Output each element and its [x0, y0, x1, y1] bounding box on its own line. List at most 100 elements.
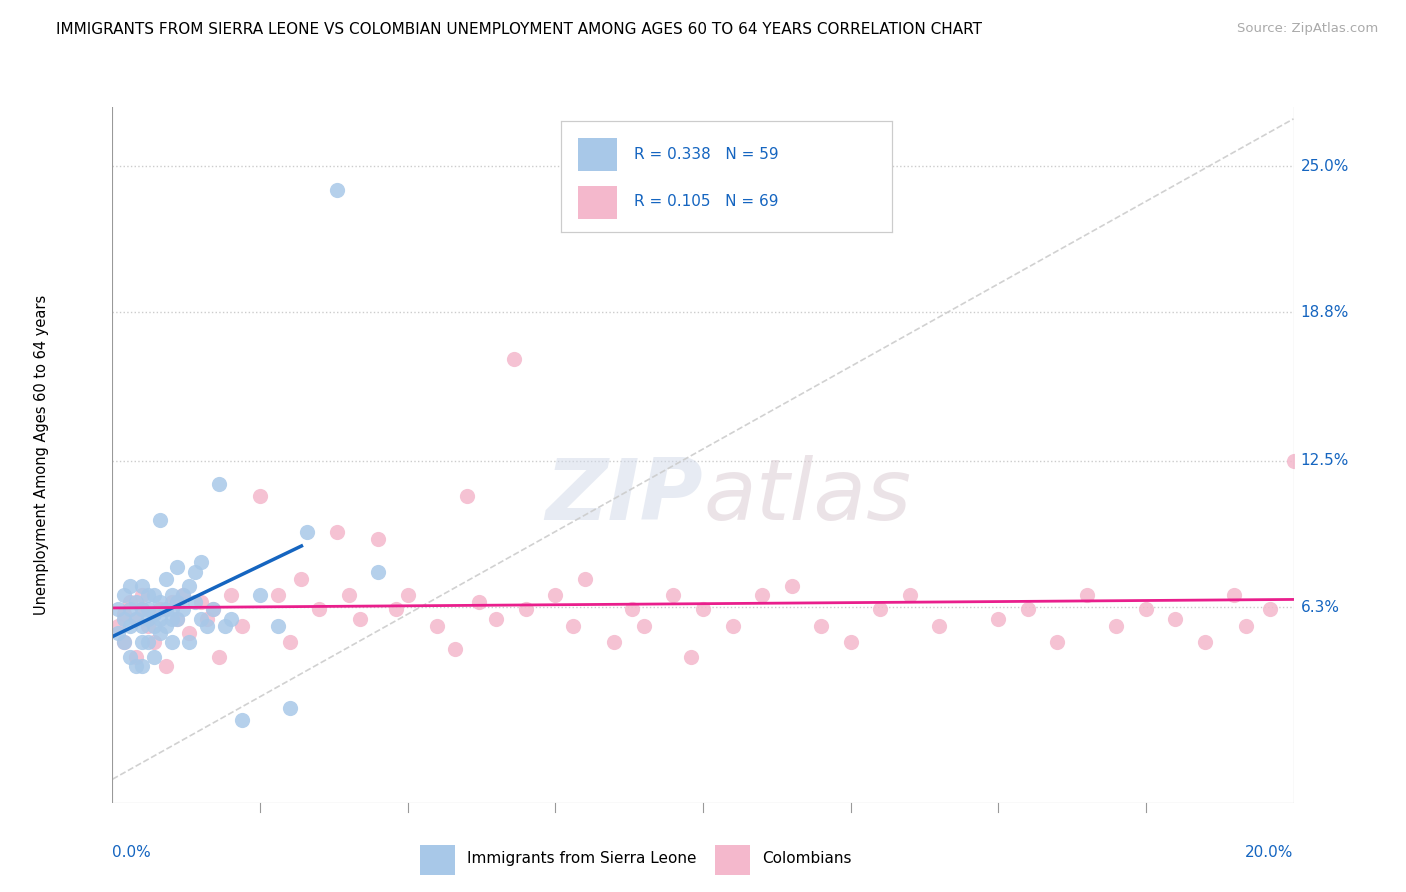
Point	[131, 602, 153, 616]
Point	[326, 524, 349, 539]
Text: 18.8%: 18.8%	[1301, 305, 1348, 319]
Point	[337, 588, 360, 602]
Point	[515, 602, 537, 616]
Point	[125, 595, 148, 609]
Point	[278, 701, 301, 715]
Text: Source: ZipAtlas.com: Source: ZipAtlas.com	[1237, 22, 1378, 36]
Point	[120, 619, 142, 633]
Point	[172, 588, 194, 602]
Point	[179, 635, 201, 649]
Text: Unemployment Among Ages 60 to 64 years: Unemployment Among Ages 60 to 64 years	[34, 294, 49, 615]
Point	[1046, 635, 1069, 649]
Point	[131, 635, 153, 649]
Point	[107, 619, 129, 633]
Point	[987, 612, 1010, 626]
Point	[1076, 588, 1098, 602]
Point	[155, 659, 177, 673]
Point	[456, 489, 478, 503]
Point	[142, 619, 165, 633]
Point	[120, 649, 142, 664]
Point	[142, 649, 165, 664]
Point	[574, 572, 596, 586]
Point	[426, 619, 449, 633]
Point	[367, 565, 389, 579]
Point	[149, 595, 172, 609]
Point	[349, 612, 371, 626]
Point	[131, 602, 153, 616]
Point	[214, 619, 236, 633]
Point	[155, 572, 177, 586]
Point	[1164, 612, 1187, 626]
Point	[172, 602, 194, 616]
Point	[112, 635, 135, 649]
Point	[839, 635, 862, 649]
Point	[160, 588, 183, 602]
Point	[112, 635, 135, 649]
Point	[721, 619, 744, 633]
Point	[326, 183, 349, 197]
Point	[1258, 602, 1281, 616]
Point	[149, 626, 172, 640]
Point	[136, 619, 159, 633]
Point	[544, 588, 567, 602]
Point	[692, 602, 714, 616]
Point	[136, 602, 159, 616]
Point	[160, 635, 183, 649]
Point	[633, 619, 655, 633]
Point	[125, 649, 148, 664]
Point	[184, 595, 207, 609]
Point	[195, 619, 218, 633]
Point	[208, 649, 231, 664]
Point	[278, 635, 301, 649]
Point	[810, 619, 832, 633]
Point	[149, 602, 172, 616]
Point	[149, 612, 172, 626]
Text: atlas: atlas	[703, 455, 911, 538]
Point	[166, 612, 188, 626]
Point	[219, 612, 242, 626]
Point	[136, 635, 159, 649]
Point	[179, 579, 201, 593]
Point	[125, 612, 148, 626]
Point	[142, 588, 165, 602]
Point	[136, 612, 159, 626]
Point	[898, 588, 921, 602]
Point	[149, 513, 172, 527]
Point	[208, 477, 231, 491]
Point	[503, 352, 526, 367]
Point	[172, 588, 194, 602]
Point	[131, 588, 153, 602]
Point	[385, 602, 408, 616]
Point	[621, 602, 644, 616]
Point	[662, 588, 685, 602]
Point	[190, 595, 212, 609]
Point	[112, 588, 135, 602]
Point	[120, 595, 142, 609]
Point	[603, 635, 626, 649]
Point	[131, 659, 153, 673]
Point	[249, 489, 271, 503]
Text: ZIP: ZIP	[546, 455, 703, 538]
Point	[249, 588, 271, 602]
Text: IMMIGRANTS FROM SIERRA LEONE VS COLOMBIAN UNEMPLOYMENT AMONG AGES 60 TO 64 YEARS: IMMIGRANTS FROM SIERRA LEONE VS COLOMBIA…	[56, 22, 983, 37]
Text: 6.3%: 6.3%	[1301, 599, 1340, 615]
Point	[201, 602, 224, 616]
Point	[166, 595, 188, 609]
Point	[131, 619, 153, 633]
Point	[112, 612, 135, 626]
Point	[444, 642, 467, 657]
Point	[1282, 454, 1305, 468]
Point	[184, 565, 207, 579]
Point	[308, 602, 330, 616]
Point	[195, 612, 218, 626]
Point	[120, 602, 142, 616]
Text: 12.5%: 12.5%	[1301, 453, 1348, 468]
Point	[231, 713, 253, 727]
Point	[485, 612, 508, 626]
Point	[1017, 602, 1039, 616]
Point	[125, 659, 148, 673]
Text: 20.0%: 20.0%	[1246, 846, 1294, 860]
Point	[869, 602, 891, 616]
Point	[142, 607, 165, 621]
Point	[112, 607, 135, 621]
